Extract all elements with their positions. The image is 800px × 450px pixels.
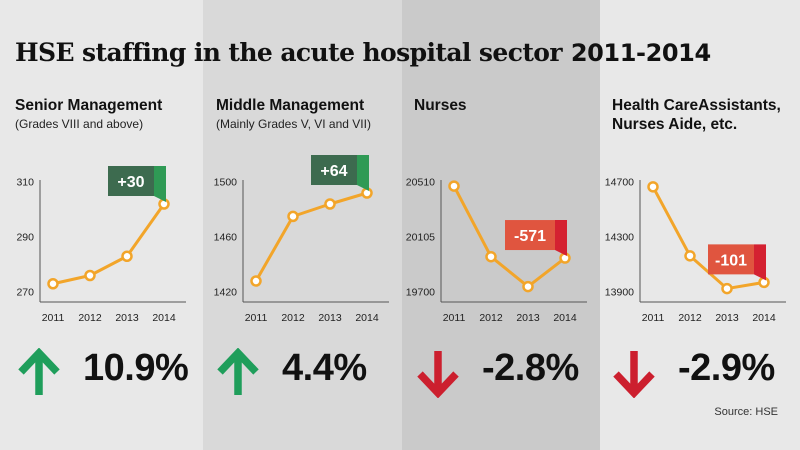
x-tick-label: 2011 <box>42 312 65 324</box>
panel-hca-title: Health CareAssistants, <box>612 97 781 114</box>
data-point <box>47 278 59 290</box>
data-point <box>647 181 659 193</box>
data-point <box>485 250 497 263</box>
arrow-up-icon <box>217 348 259 395</box>
change-tag-label: -571 <box>514 228 546 245</box>
data-point <box>721 282 733 295</box>
x-tick-label: 2011 <box>642 312 665 324</box>
panel-nurses-percent: -2.8% <box>482 347 579 389</box>
y-tick-label: 1460 <box>214 232 238 244</box>
chart-nurses: 19700 20105 20510 2011 2012 2013 2014 -571 <box>406 177 587 324</box>
x-tick-label: 2013 <box>115 312 139 324</box>
x-tick-label: 2013 <box>516 312 540 324</box>
x-tick-label: 2012 <box>281 312 305 324</box>
y-tick-label: 14700 <box>605 177 634 189</box>
change-tag-label: +30 <box>117 174 144 191</box>
arrow-down-icon-path <box>613 351 655 398</box>
data-point <box>121 250 133 262</box>
arrow-up-icon-path <box>217 348 259 395</box>
chart-senior: 270 290 310 2011 2012 2013 2014 +30 <box>16 166 186 324</box>
x-tick-label: 2012 <box>479 312 503 324</box>
arrow-up-icon-path <box>18 348 60 395</box>
data-point <box>250 275 262 287</box>
change-tag <box>505 220 555 251</box>
change-tag <box>708 244 754 275</box>
x-tick-label: 2014 <box>752 312 776 324</box>
x-tick-label: 2013 <box>318 312 342 324</box>
data-point <box>287 210 299 223</box>
main-title-years: 2011-2014 <box>570 39 711 67</box>
series-line <box>452 185 566 289</box>
arrow-down-icon <box>417 351 459 398</box>
change-tag-label: +64 <box>320 163 347 180</box>
source-note: Source: HSE <box>714 406 778 418</box>
panel-middle-title: Middle Management <box>216 97 365 114</box>
panel-senior-title: Senior Management <box>15 97 163 114</box>
x-tick-label: 2011 <box>443 312 466 324</box>
y-tick-label: 1500 <box>214 177 238 189</box>
change-tag-label: -101 <box>715 252 747 269</box>
data-point <box>684 250 696 262</box>
x-tick-label: 2012 <box>78 312 102 324</box>
chart-middle: 1420 1460 1500 2011 2012 2013 2014 +64 <box>214 155 389 324</box>
main-title-text: HSE staffing in the acute hospital secto… <box>15 38 563 67</box>
arrow-down-icon-path <box>417 351 459 398</box>
change-tag <box>311 155 357 185</box>
panel-hca-title-line2: Nurses Aide, etc. <box>612 116 738 133</box>
panel-senior-subtitle: (Grades VIII and above) <box>15 117 144 131</box>
x-tick-label: 2013 <box>715 312 739 324</box>
data-point <box>324 198 336 210</box>
change-tag-ribbon <box>357 155 369 191</box>
panel-middle-percent: 4.4% <box>282 347 367 389</box>
panel-senior-background <box>0 0 203 450</box>
chart-hca: 13900 14300 14700 2011 2012 2013 2014 -101 <box>605 177 786 324</box>
data-point <box>448 180 460 192</box>
y-tick-label: 270 <box>16 287 34 299</box>
change-tag-ribbon <box>555 220 567 257</box>
y-tick-label: 19700 <box>406 287 435 299</box>
arrow-down-icon <box>613 351 655 398</box>
data-point <box>522 280 534 293</box>
panel-senior-percent: 10.9% <box>83 347 189 389</box>
main-title: HSE staffing in the acute hospital secto… <box>15 34 711 66</box>
panel-nurses-title: Nurses <box>414 97 467 114</box>
data-point <box>84 269 96 282</box>
series-line <box>52 203 166 286</box>
y-tick-label: 13900 <box>605 287 634 299</box>
y-tick-label: 1420 <box>214 287 238 299</box>
x-tick-label: 2011 <box>245 312 268 324</box>
panel-hca-percent: -2.9% <box>678 347 775 389</box>
y-tick-label: 14300 <box>605 232 634 244</box>
change-tag-ribbon <box>154 166 166 202</box>
y-tick-label: 310 <box>16 177 34 189</box>
x-tick-label: 2012 <box>678 312 702 324</box>
y-tick-label: 20105 <box>406 232 435 244</box>
change-tag-ribbon <box>754 244 766 281</box>
series-line <box>254 191 368 282</box>
arrow-up-icon <box>18 348 60 395</box>
x-tick-label: 2014 <box>355 312 379 324</box>
y-tick-label: 290 <box>16 232 34 244</box>
panel-middle-subtitle: (Mainly Grades V, VI and VII) <box>216 117 371 131</box>
x-tick-label: 2014 <box>152 312 176 324</box>
change-tag <box>108 166 154 196</box>
x-tick-label: 2014 <box>553 312 577 324</box>
y-tick-label: 20510 <box>406 177 435 189</box>
